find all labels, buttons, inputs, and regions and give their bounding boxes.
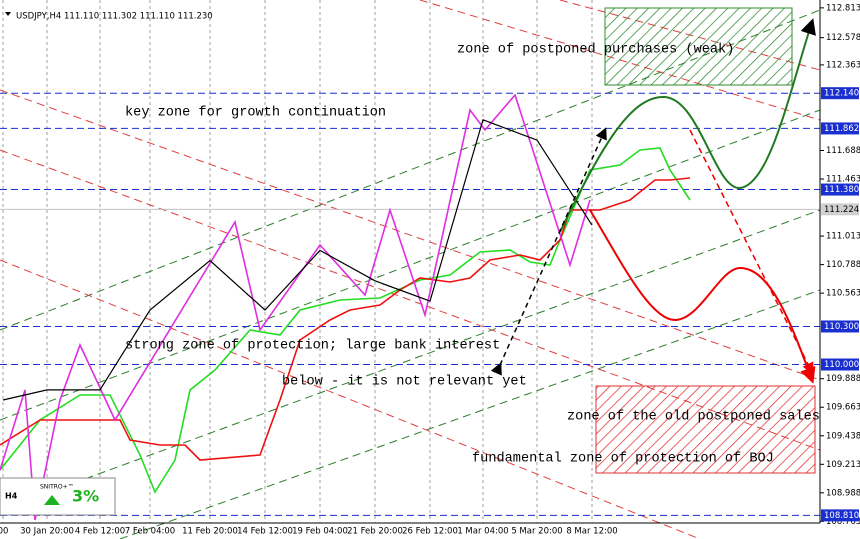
level-label: 110.300 xyxy=(824,322,859,332)
y-tick-label: 108.988 xyxy=(826,488,860,498)
sell-zone xyxy=(595,385,816,474)
y-tick-label: 109.213 xyxy=(826,460,860,470)
level-label: 108.810 xyxy=(824,511,859,521)
x-tick-label: 30 Jan 20:00 xyxy=(20,527,74,537)
y-tick-label: 108.763 xyxy=(826,517,860,527)
x-tick-label: 11 Feb 20:00 xyxy=(182,527,238,537)
current-price-box xyxy=(821,203,859,216)
level-label-box xyxy=(821,183,859,196)
level-label-box xyxy=(821,358,859,371)
y-tick-label: 112.578 xyxy=(826,33,860,43)
level-label: 110.000 xyxy=(824,360,859,370)
y-tick-label: 109.663 xyxy=(826,403,860,413)
y-tick-label: 112.813 xyxy=(826,3,860,13)
y-tick-label: 111.463 xyxy=(826,175,860,185)
indicator-timeframe: H4 xyxy=(5,492,18,501)
y-tick-label: 109.888 xyxy=(826,374,860,384)
y-tick-label: 112.363 xyxy=(826,60,860,70)
indicator-box: SNITRO+™ H4 3% xyxy=(0,477,116,516)
y-tick-label: 109.438 xyxy=(826,431,860,441)
annotation: strong zone of protection; large bank in… xyxy=(125,339,500,354)
annotation: below - it is not relevant yet xyxy=(282,375,527,390)
title-arrow xyxy=(5,12,11,16)
x-tick-label: 21 Feb 20:00 xyxy=(347,527,403,537)
x-tick-label: 8 Mar 12:00 xyxy=(566,527,617,537)
level-label-box xyxy=(821,509,859,522)
x-tick-label: 19 Feb 04:00 xyxy=(292,527,348,537)
buy-zone xyxy=(604,7,793,86)
annotation: zone of the old postponed sales xyxy=(567,410,820,425)
level-label: 111.862 xyxy=(824,124,859,134)
y-tick-label: 110.788 xyxy=(826,260,860,270)
y-tick-label: 111.688 xyxy=(826,146,860,156)
x-tick-label: 4 Feb 12:00 xyxy=(75,527,125,537)
price-line xyxy=(2,119,593,401)
x-tick-label: 26 Feb 12:00 xyxy=(402,527,458,537)
level-label: 112.140 xyxy=(824,89,859,99)
x-tick-label: 1 Mar 04:00 xyxy=(457,527,508,537)
annotation: fundamental zone of protection of BOJ xyxy=(472,452,774,467)
x-tick-label: 7 Feb 04:00 xyxy=(125,527,175,537)
y-tick-label: 110.563 xyxy=(826,289,860,299)
x-tick-label: 14 Feb 12:00 xyxy=(237,527,293,537)
x-tick-label: 00 xyxy=(0,527,8,537)
indicator-value: 3% xyxy=(72,487,99,506)
y-tick-label: 111.013 xyxy=(826,232,860,242)
price-series xyxy=(2,119,593,401)
annotation: zone of postponed purchases (weak) xyxy=(457,43,734,58)
levels xyxy=(0,92,820,516)
annotation: key zone for growth continuation xyxy=(125,106,386,121)
forecast xyxy=(490,18,816,384)
level-label-box xyxy=(821,87,859,100)
current-price-label: 111.224 xyxy=(824,205,859,215)
x-tick-label: 5 Mar 20:00 xyxy=(511,527,562,537)
chart-title: USDJPY,H4 111.110 111.302 111.110 111.23… xyxy=(16,12,213,22)
level-label-box xyxy=(821,122,859,135)
level-label-box xyxy=(821,320,859,333)
zigzag xyxy=(0,93,591,521)
indicator-name: SNITRO+™ xyxy=(40,484,74,491)
level-label: 111.380 xyxy=(824,185,859,195)
channel-lines xyxy=(0,0,821,539)
